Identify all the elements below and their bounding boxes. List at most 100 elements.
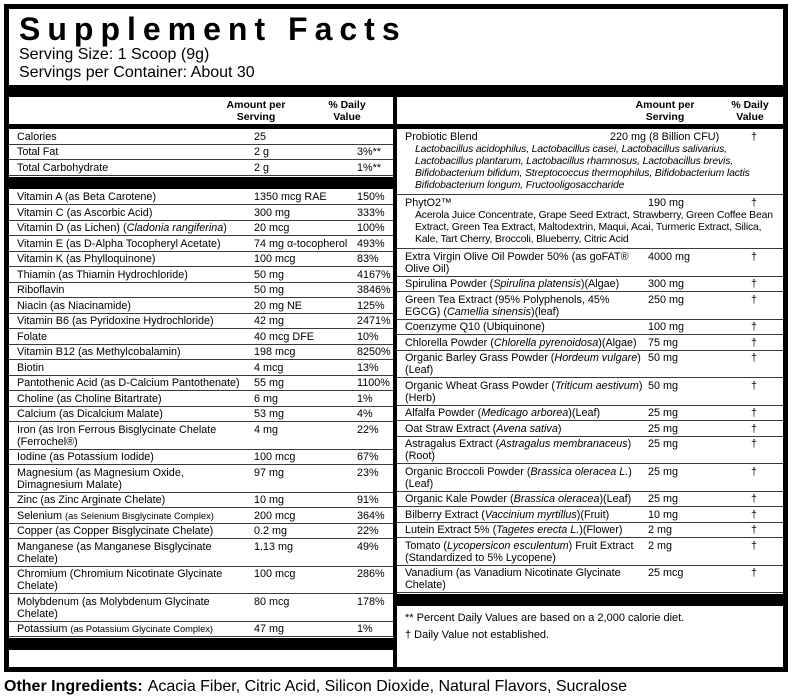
ingredient-name: Pantothenic Acid (as D-Calcium Pantothen… — [17, 377, 240, 389]
ingredient-name: Riboflavin — [17, 284, 65, 296]
ingredient-row: Probiotic Blend 220 mg (8 Billion CFU) † La… — [397, 129, 783, 196]
servings-per-container: Servings per Container: About 30 — [19, 63, 255, 81]
amount-value: 10 mg — [648, 508, 679, 521]
ingredient-row: Selenium (as Selenium Bisglycinate Compl… — [9, 508, 393, 524]
ingredient-row: Thiamin (as Thiamin Hydrochloride) 50 mg 4… — [9, 267, 393, 283]
ingredient-row: Vitamin E (as D-Alpha Tocopheryl Acetate… — [9, 236, 393, 252]
amount-value: 53 mg — [254, 408, 285, 420]
amount-value: 50 mg — [648, 379, 679, 392]
daily-value-percent: † — [751, 407, 758, 420]
ingredient-name: Organic Wheat Grass Powder (Triticum aes… — [405, 379, 643, 404]
daily-value-percent: † — [751, 465, 758, 478]
facts-columns: Amount per Serving % Daily Value Calorie… — [9, 97, 783, 667]
daily-value-percent: † — [751, 196, 758, 209]
ingredient-name: Selenium (as Selenium Bisglycinate Compl… — [17, 509, 214, 522]
ingredient-row: Vitamin B12 (as Methylcobalamin) 198 mcg 8… — [9, 345, 393, 360]
amount-per-serving-header: Amount per Serving — [635, 99, 695, 123]
ingredient-name: Alfalfa Powder (Medicago arborea)(Leaf) — [405, 407, 601, 420]
ingredient-row: Calcium (as Dicalcium Malate) 53 mg 4% — [9, 407, 393, 422]
daily-value-percent: † — [751, 493, 758, 506]
daily-value-percent: 178% — [357, 595, 385, 608]
section-divider-bar — [9, 638, 393, 650]
amount-value: 50 mg — [254, 284, 285, 296]
amount-value: 25 mg — [648, 422, 679, 435]
daily-value-percent: 67% — [357, 451, 379, 463]
daily-value-percent: † — [751, 293, 758, 306]
ingredient-row: Alfalfa Powder (Medicago arborea)(Leaf) 2… — [397, 406, 783, 422]
amount-value: 300 mg — [648, 278, 685, 291]
daily-value-percent: † — [751, 539, 758, 552]
ingredient-name: Folate — [17, 330, 48, 343]
ingredient-row: Iodine (as Potassium Iodide) 100 mcg 67% — [9, 450, 393, 465]
daily-value-percent: † — [751, 524, 758, 537]
ingredient-row: Organic Wheat Grass Powder (Triticum aes… — [397, 378, 783, 406]
amount-value: 2 g — [254, 146, 270, 158]
amount-value: 25 — [254, 130, 267, 143]
label-title: Supplement Facts — [19, 11, 407, 47]
sub-ingredients: Acerola Juice Concentrate, Grape Seed Ex… — [415, 209, 773, 246]
daily-value-percent: 333% — [357, 206, 385, 219]
daily-value-percent: 493% — [357, 237, 385, 250]
amount-value: 20 mcg — [254, 222, 290, 234]
ingredient-name: Organic Broccoli Powder (Brassica olerac… — [405, 465, 632, 490]
daily-value-percent: † — [751, 321, 758, 334]
ingredient-name: Vitamin B6 (as Pyridoxine Hydrochloride) — [17, 315, 214, 327]
ingredient-row: Total Carbohydrate 2 g 1%** — [9, 160, 393, 176]
amount-value: 4000 mg — [648, 250, 691, 263]
daily-value-percent: † — [751, 422, 758, 435]
amount-value: 50 mg — [254, 268, 285, 281]
ingredient-name: Extra Virgin Olive Oil Powder 50% (as go… — [405, 250, 629, 275]
daily-value-percent: 22% — [357, 423, 379, 436]
footnote-daily-values: ** Percent Daily Values are based on a 2… — [405, 612, 685, 625]
ingredient-name: Organic Barley Grass Powder (Hordeum vul… — [405, 352, 641, 377]
ingredient-name: Niacin (as Niacinamide) — [17, 299, 132, 312]
ingredient-row: Organic Barley Grass Powder (Hordeum vul… — [397, 351, 783, 379]
other-ingredients-text: Acacia Fiber, Citric Acid, Silicon Dioxi… — [147, 678, 627, 695]
amount-value: 100 mcg — [254, 568, 296, 580]
ingredient-row: Vitamin K (as Phylloquinone) 100 mcg 83% — [9, 252, 393, 267]
thick-rule — [9, 124, 393, 129]
section-divider-bar — [397, 594, 783, 607]
ingredient-row: Bilberry Extract (Vaccinium myrtillus)(F… — [397, 507, 783, 523]
ingredient-name: Chlorella Powder (Chlorella pyrenoidosa)… — [405, 336, 637, 349]
ingredient-row: Green Tea Extract (95% Polyphenols, 45% … — [397, 292, 783, 320]
ingredient-name: Vitamin C (as Ascorbic Acid) — [17, 206, 153, 219]
ingredient-name: Vitamin A (as Beta Carotene) — [17, 191, 157, 203]
ingredient-row: Astragalus Extract (Astragalus membranac… — [397, 437, 783, 465]
left-rows-container: Calories 25 Total Fat 2 g 3%** Total Carbohyd… — [9, 129, 393, 650]
ingredient-row: Iron (as Iron Ferrous Bisglycinate Chela… — [9, 422, 393, 450]
section-divider-bar — [9, 176, 393, 189]
ingredient-name: Green Tea Extract (95% Polyphenols, 45% … — [405, 293, 610, 318]
ingredient-name: Vanadium (as Vanadium Nicotinate Glycina… — [405, 567, 621, 592]
daily-value-percent: 286% — [357, 568, 385, 580]
amount-value: 47 mg — [254, 623, 285, 635]
amount-value: 25 mg — [648, 438, 679, 451]
ingredient-name: Tomato (Lycopersicon esculentum) Fruit E… — [405, 539, 634, 564]
ingredient-row: PhytO2™ 190 mg † Acerola Juice Concentrate,… — [397, 195, 783, 250]
amount-value: 25 mcg — [648, 567, 684, 580]
amount-value: 4 mg — [254, 423, 279, 436]
ingredient-row: Niacin (as Niacinamide) 20 mg NE 125% — [9, 298, 393, 314]
daily-value-percent: 2471% — [357, 315, 391, 327]
amount-value: 74 mg α-tocopherol — [254, 237, 348, 250]
ingredient-name: Chromium (Chromium Nicotinate Glycinate … — [17, 568, 223, 592]
daily-value-percent: † — [751, 438, 758, 451]
daily-value-percent: † — [751, 379, 758, 392]
ingredient-row: Vitamin C (as Ascorbic Acid) 300 mg 333% — [9, 205, 393, 221]
ingredient-name: Spirulina Powder (Spirulina platensis)(A… — [405, 278, 620, 291]
daily-value-percent: 125% — [357, 299, 385, 312]
ingredient-name: Vitamin E (as D-Alpha Tocopheryl Acetate… — [17, 237, 221, 250]
ingredient-name: Calories — [17, 130, 57, 143]
daily-value-percent: † — [751, 250, 758, 263]
ingredient-row: Tomato (Lycopersicon esculentum) Fruit E… — [397, 538, 783, 566]
amount-value: 100 mcg — [254, 451, 296, 463]
ingredient-name: Bilberry Extract (Vaccinium myrtillus)(F… — [405, 508, 610, 521]
amount-value: 2 g — [254, 161, 270, 174]
ingredient-row: Oat Straw Extract (Avena sativa) 25 mg † — [397, 421, 783, 437]
right-column-header: Amount per Serving % Daily Value — [397, 97, 783, 124]
ingredient-row: Vitamin D (as Lichen) (Cladonia rangifer… — [9, 221, 393, 236]
ingredient-row: Potassium (as Potassium Glycinate Comple… — [9, 622, 393, 637]
amount-value: 55 mg — [254, 377, 285, 389]
ingredient-name: Calcium (as Dicalcium Malate) — [17, 408, 163, 420]
daily-value-percent: 4% — [357, 408, 373, 420]
